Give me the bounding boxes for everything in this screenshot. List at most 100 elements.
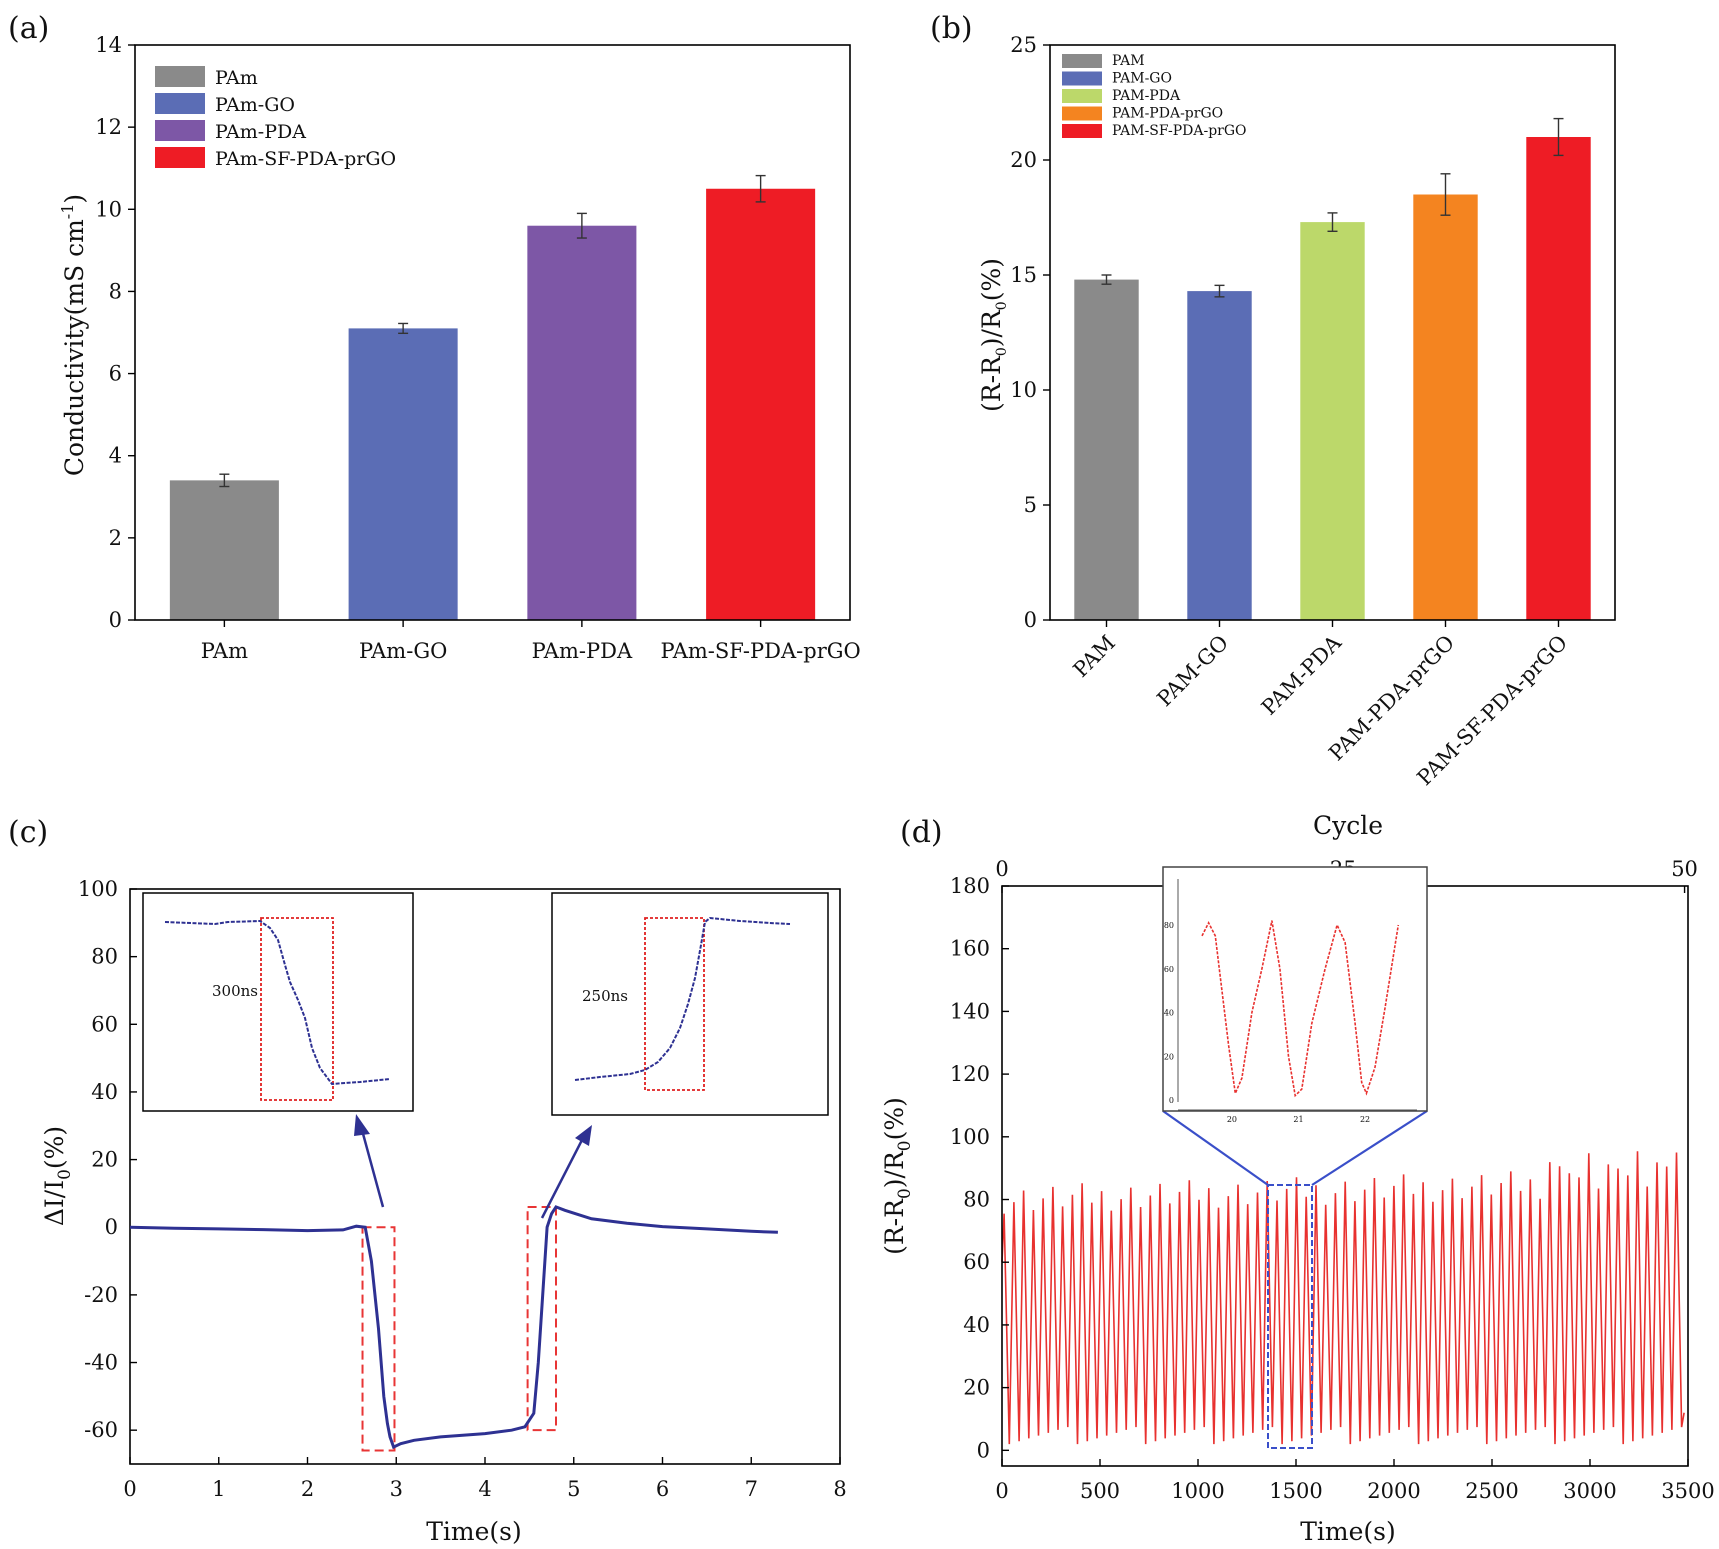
y-tick-label: 0 (105, 1215, 118, 1239)
x-tick-label: PAM-GO (1152, 631, 1233, 712)
y-tick-label: -60 (84, 1418, 118, 1442)
panel-label-a: (a) (8, 11, 49, 46)
highlight-box (526, 1205, 557, 1432)
error-bars-b (1101, 117, 1564, 298)
inset-fall-time: 300ns (142, 892, 414, 1112)
x-tick-label: PAm-GO (359, 639, 447, 663)
y-tick-label: 20 (1010, 148, 1037, 172)
top-axis-title-d: Cycle (1313, 811, 1383, 840)
legend-swatch (1062, 89, 1102, 103)
y-axis-title-b: (R-R0)/R0(%) (977, 258, 1010, 412)
x-axis-ticks-a: PAm PAm-GO PAm-PDA PAm-SF-PDA-prGO (201, 620, 861, 663)
x-tick-label: PAM-PDA-prGO (1324, 631, 1459, 766)
bar-pam-go (348, 328, 458, 620)
bar-pam-pda (1300, 222, 1365, 620)
y-tick-label: 100 (950, 1125, 990, 1149)
y-axis-title-d: (R-R0)/R0(%) (880, 1097, 915, 1255)
inset-y-tick-label: 80 (1164, 921, 1174, 930)
y-tick-label: 20 (963, 1376, 990, 1400)
inset-curve-left (164, 919, 391, 1086)
y-tick-label: 140 (950, 999, 990, 1023)
y-axis-ticks-b: 0 5 10 15 20 25 (1010, 33, 1050, 632)
y-tick-label: 180 (950, 874, 990, 898)
y-tick-label: 20 (91, 1148, 118, 1172)
inset-x-tick-label: 21 (1293, 1115, 1303, 1124)
y-axis-title-c: ΔI/I0(%) (40, 1126, 75, 1226)
bar-series-b (1074, 137, 1591, 620)
inset-y-tick-label: 0 (1169, 1096, 1174, 1105)
y-tick-label: 0 (109, 608, 122, 632)
bar-pam (169, 480, 279, 620)
x-tick-label: 1000 (1171, 1479, 1224, 1503)
x-tick-label: 3500 (1661, 1479, 1714, 1503)
error-bar-pam (219, 473, 230, 488)
arrow-to-right-inset (540, 1125, 592, 1219)
inset-y-tick-label: 40 (1164, 1009, 1174, 1018)
inset-x-tick-label: 20 (1227, 1115, 1237, 1124)
zoom-connector-right (1311, 1110, 1428, 1186)
x-tick-label: 3 (390, 1477, 403, 1501)
x-axis-title-d: Time(s) (1300, 1517, 1396, 1546)
legend-swatch (155, 147, 205, 168)
x-tick-label: 0 (995, 1479, 1008, 1503)
y-tick-label: 2 (109, 526, 122, 550)
y-tick-label: -20 (84, 1283, 118, 1307)
inset-cycles-zoom: 0 20 40 60 80 20 21 22 (1162, 866, 1428, 1124)
panel-label-b: (b) (930, 11, 973, 46)
inset-curve-right (574, 916, 791, 1081)
x-tick-label: PAM (1069, 631, 1121, 683)
y-axis-ticks-d: 0 20 40 60 80 100 120 140 160 180 (950, 874, 1009, 1462)
error-bar-pam-go (1214, 284, 1225, 298)
legend-swatch (1062, 71, 1102, 86)
inset-rise-time: 250ns (551, 892, 829, 1116)
inset-ticks-d: 0 20 40 60 80 20 21 22 (1164, 879, 1417, 1124)
x-tick-label: 4 (478, 1477, 491, 1501)
legend-a: PAm PAm-GO PAm-PDA PAm-SF-PDA-prGO (155, 66, 396, 170)
panel-d: (d) Cycle 02550 020406080100120140160180… (880, 811, 1715, 1546)
legend-label: PAM-SF-PDA-prGO (1112, 123, 1247, 139)
plot-frame-a (134, 44, 851, 621)
error-bar-pam-go (398, 322, 409, 335)
bar-pam-pda-prgo (1413, 194, 1478, 620)
x-tick-label: PAm (201, 639, 248, 663)
y-tick-label: 10 (95, 197, 122, 221)
y-axis-title-a: Conductivity(mS cm-1) (58, 194, 89, 476)
bar-pam-pda (527, 225, 637, 620)
rise-time-label: 250ns (582, 987, 628, 1005)
fall-time-label: 300ns (212, 982, 258, 1000)
x-tick-label: 8 (833, 1477, 846, 1501)
inset-frame-d (1162, 866, 1428, 1112)
legend-label: PAm (215, 67, 258, 89)
y-tick-label: 40 (91, 1080, 118, 1104)
x-tick-label: 0 (123, 1477, 136, 1501)
x-axis-ticks-d: 0 500 1000 1500 2000 2500 3000 3500 (995, 1459, 1715, 1503)
y-tick-label: 160 (950, 937, 990, 961)
x-tick-label: 2000 (1367, 1479, 1420, 1503)
y-tick-label: 5 (1024, 493, 1037, 517)
y-tick-label: 0 (1024, 608, 1037, 632)
top-tick-label: 50 (1671, 857, 1698, 881)
x-tick-label: 2500 (1465, 1479, 1518, 1503)
legend-swatch (1062, 106, 1102, 121)
error-bar-pam (1101, 274, 1112, 285)
y-tick-label: 60 (91, 1012, 118, 1036)
y-tick-label: 60 (963, 1250, 990, 1274)
panel-c: (c) -60 -40 -20 0 20 40 60 80 100 0 1 2 3 4 5 6 7 8 300n… (8, 815, 847, 1546)
inset-highlight-left (260, 917, 334, 1101)
error-bar-pam-sf-pda-prgo (1553, 117, 1564, 157)
legend-label: PAM-GO (1112, 71, 1172, 87)
error-bar-pam-pda (576, 212, 587, 239)
bar-pam-sf-pda-prgo (706, 188, 816, 620)
legend-swatch (155, 66, 205, 87)
inset-frame-left (142, 892, 414, 1112)
error-bar-pam-pda (1327, 212, 1338, 233)
error-bar-pam-pda-prgo (1440, 173, 1451, 216)
x-tick-label: 3000 (1563, 1479, 1616, 1503)
y-tick-label: 12 (95, 115, 122, 139)
x-tick-label: PAM-PDA (1257, 630, 1347, 720)
arrow-to-left-inset (354, 1114, 385, 1208)
y-tick-label: 100 (78, 877, 118, 901)
bar-pam-sf-pda-prgo (1526, 137, 1591, 620)
highlight-box (361, 1226, 396, 1452)
